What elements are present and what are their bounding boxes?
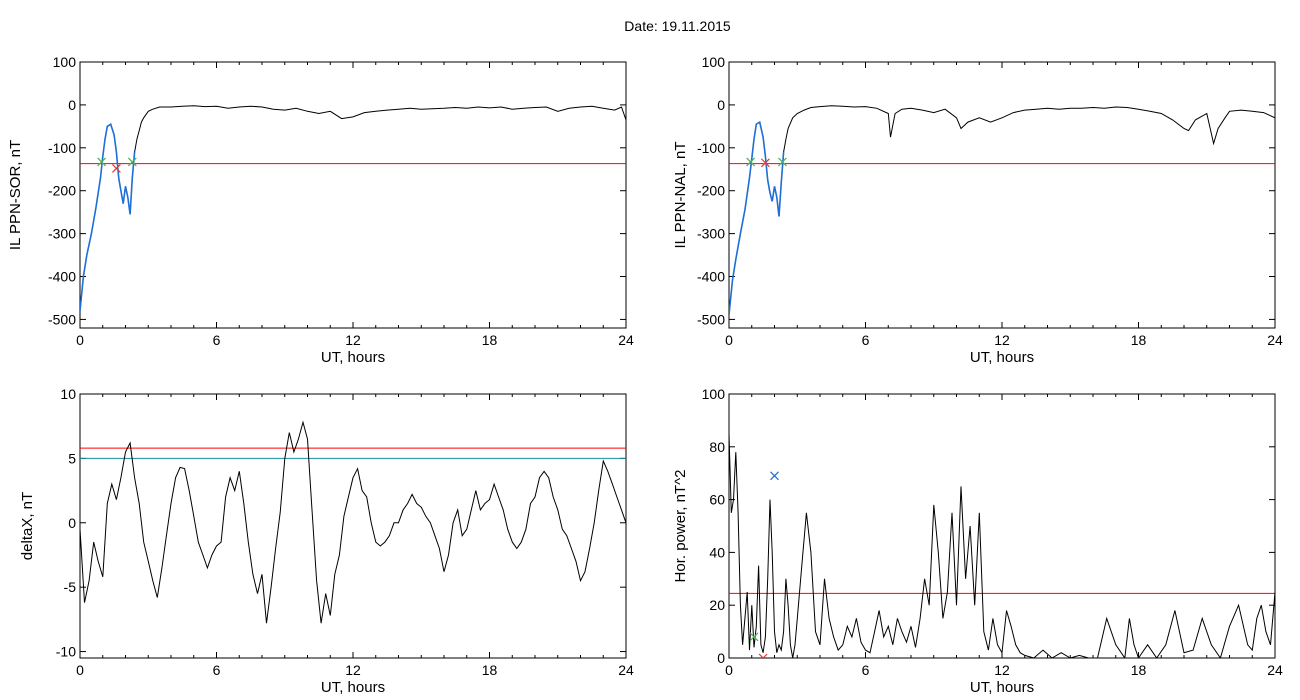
y-tick-label: -300 bbox=[48, 226, 76, 242]
marker-x bbox=[111, 163, 121, 173]
y-tick-label: 0 bbox=[68, 515, 76, 531]
x-tick-label: 0 bbox=[725, 662, 733, 678]
x-tick-label: 0 bbox=[76, 332, 84, 348]
x-tick-label: 12 bbox=[994, 662, 1010, 678]
y-tick-label: 20 bbox=[709, 597, 725, 613]
y-axis-label: IL PPN-NAL, nT bbox=[672, 142, 689, 249]
y-tick-label: -100 bbox=[697, 140, 725, 156]
y-tick-label: 5 bbox=[68, 450, 76, 466]
plot-frame bbox=[728, 61, 1276, 329]
x-tick-label: 6 bbox=[213, 662, 221, 678]
series-line bbox=[729, 433, 1275, 658]
x-tick-label: 6 bbox=[213, 332, 221, 348]
x-axis-label: UT, hours bbox=[970, 679, 1034, 696]
y-axis-label: Hor. power, nT^2 bbox=[672, 470, 689, 583]
marker-x bbox=[778, 157, 787, 167]
plot-area bbox=[80, 420, 626, 624]
marker-x bbox=[760, 158, 770, 168]
x-tick-label: 6 bbox=[862, 662, 870, 678]
chart-panel-3: 0 6 12 18 24 10 5 0 -5 -10 UT, hours deltaX, nT bbox=[19, 386, 634, 696]
x-tick-label: 0 bbox=[76, 662, 84, 678]
x-tick-label: 18 bbox=[1131, 662, 1147, 678]
x-tick-label: 24 bbox=[618, 662, 634, 678]
plot-frame bbox=[79, 61, 627, 329]
series-line bbox=[80, 122, 136, 311]
marker-x bbox=[749, 632, 759, 642]
x-axis-label: UT, hours bbox=[321, 349, 385, 366]
y-tick-label: 100 bbox=[702, 54, 726, 70]
y-tick-label: 0 bbox=[717, 650, 725, 666]
plot-area bbox=[729, 433, 1275, 658]
x-tick-label: 12 bbox=[994, 332, 1010, 348]
y-tick-label: -200 bbox=[697, 183, 725, 199]
marker-x bbox=[758, 653, 768, 658]
x-tick-label: 18 bbox=[482, 332, 498, 348]
plot-area bbox=[729, 105, 1275, 316]
y-tick-label: -200 bbox=[48, 183, 76, 199]
page-title: Date: 19.11.2015 bbox=[624, 18, 731, 34]
series-line bbox=[80, 420, 626, 624]
y-tick-label: 0 bbox=[68, 97, 76, 113]
series-line bbox=[729, 120, 785, 316]
series-line bbox=[729, 105, 1275, 316]
x-tick-label: 6 bbox=[862, 332, 870, 348]
chart-panel-1: 0 6 12 18 24 100 0 -100 -200 -300 -400 -500 UT, hour… bbox=[7, 54, 634, 366]
x-tick-label: 12 bbox=[345, 332, 361, 348]
x-tick-label: 24 bbox=[1267, 332, 1283, 348]
y-tick-label: -400 bbox=[48, 269, 76, 285]
y-tick-label: -400 bbox=[697, 269, 725, 285]
y-axis-label: IL PPN-SOR, nT bbox=[7, 140, 24, 250]
x-tick-label: 12 bbox=[345, 662, 361, 678]
x-tick-label: 0 bbox=[725, 332, 733, 348]
y-tick-label: -5 bbox=[64, 579, 77, 595]
series-line bbox=[80, 105, 626, 311]
x-tick-label: 24 bbox=[618, 332, 634, 348]
marker-x bbox=[97, 157, 107, 167]
chart-panel-4: 0 6 12 18 24 100 80 60 40 20 0 UT, hours Hor. power,… bbox=[672, 386, 1283, 696]
y-tick-label: -10 bbox=[56, 644, 76, 660]
marker-x bbox=[127, 157, 137, 167]
y-tick-label: -100 bbox=[48, 140, 76, 156]
y-tick-label: 80 bbox=[709, 439, 725, 455]
x-tick-label: 18 bbox=[1131, 332, 1147, 348]
x-axis-label: UT, hours bbox=[970, 349, 1034, 366]
y-tick-label: 100 bbox=[702, 386, 726, 402]
y-tick-label: 10 bbox=[60, 386, 76, 402]
chart-panel-2: 0 6 12 18 24 100 0 -100 -200 -300 -400 -500 UT, hour… bbox=[672, 54, 1283, 366]
plot-frame bbox=[79, 393, 627, 659]
y-tick-label: 40 bbox=[709, 544, 725, 560]
marker-x bbox=[746, 157, 756, 167]
y-tick-label: 60 bbox=[709, 492, 725, 508]
y-tick-label: -500 bbox=[48, 311, 76, 327]
plot-frame bbox=[728, 393, 1276, 659]
y-tick-label: -500 bbox=[697, 311, 725, 327]
x-tick-label: 18 bbox=[482, 662, 498, 678]
y-tick-label: -300 bbox=[697, 226, 725, 242]
x-axis-label: UT, hours bbox=[321, 679, 385, 696]
plot-area bbox=[80, 105, 626, 311]
y-tick-label: 100 bbox=[53, 54, 77, 70]
x-tick-label: 24 bbox=[1267, 662, 1283, 678]
y-tick-label: 0 bbox=[717, 97, 725, 113]
y-axis-label: deltaX, nT bbox=[19, 492, 36, 560]
marker-x bbox=[770, 471, 779, 481]
